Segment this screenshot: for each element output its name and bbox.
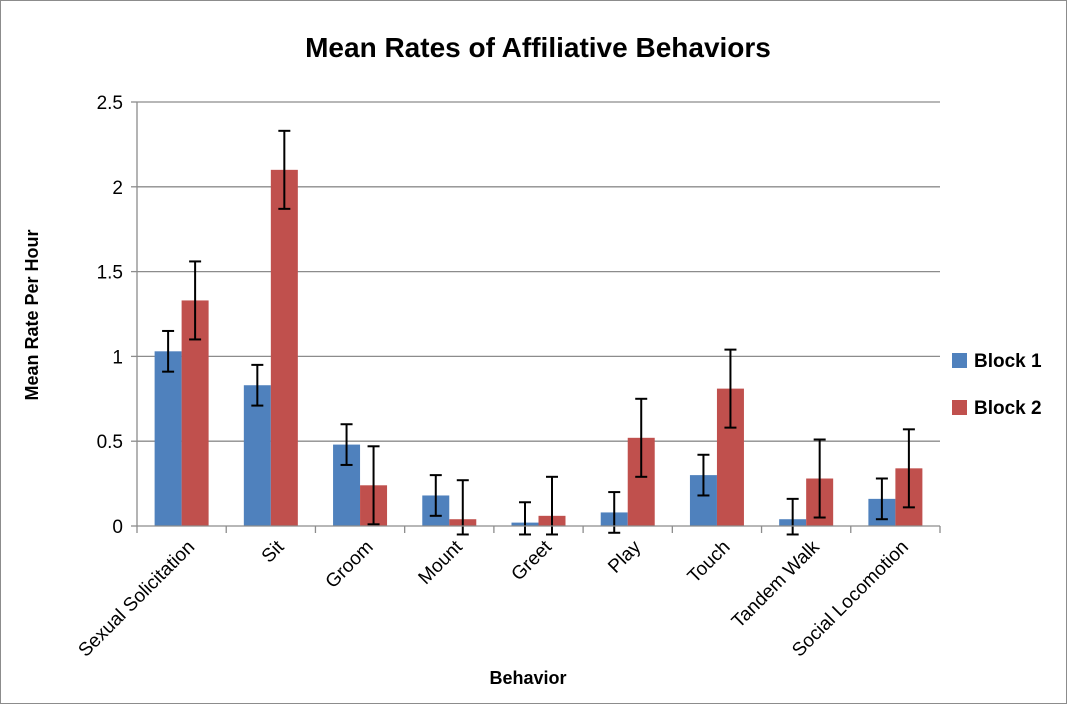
x-tick-label: Sexual Solicitation	[75, 537, 200, 662]
bar-2-2	[270, 169, 298, 526]
bar-1-2	[243, 385, 271, 526]
y-tick-label: 1.5	[97, 263, 123, 284]
bars	[154, 169, 923, 526]
y-axis-title: Mean Rate Per Hour	[22, 229, 42, 400]
y-tick-label: 2	[112, 178, 123, 199]
x-tick-label: Mount	[415, 536, 468, 589]
legend-swatch-1	[952, 353, 967, 368]
y-tick-label: 0.5	[97, 432, 123, 453]
x-tick-label: Groom	[322, 537, 378, 593]
y-tick-label: 1	[112, 347, 123, 368]
legend-label-2: Block 2	[974, 398, 1042, 419]
error-bars	[162, 129, 915, 536]
bar-1-1	[154, 351, 182, 526]
y-tick-labels: 0 0.5 1 1.5 2 2.5	[97, 93, 123, 538]
axes	[131, 101, 941, 533]
y-tick-label: 2.5	[97, 93, 123, 114]
legend: Block 1 Block 2	[952, 351, 1042, 419]
x-tick-labels: Sexual Solicitation Sit Groom Mount Greet Pla…	[75, 536, 913, 661]
x-tick-label: Greet	[508, 536, 557, 585]
x-axis-title: Behavior	[489, 668, 566, 688]
x-tick-label: Touch	[684, 537, 735, 588]
chart-title: Mean Rates of Affiliative Behaviors	[305, 32, 771, 63]
x-tick-label: Tandem Walk	[728, 536, 824, 632]
legend-label-1: Block 1	[974, 351, 1042, 372]
y-tick-label: 0	[112, 517, 123, 538]
x-tick-label: Sit	[258, 536, 289, 567]
x-tick-label: Play	[604, 536, 645, 577]
legend-swatch-2	[952, 400, 967, 415]
